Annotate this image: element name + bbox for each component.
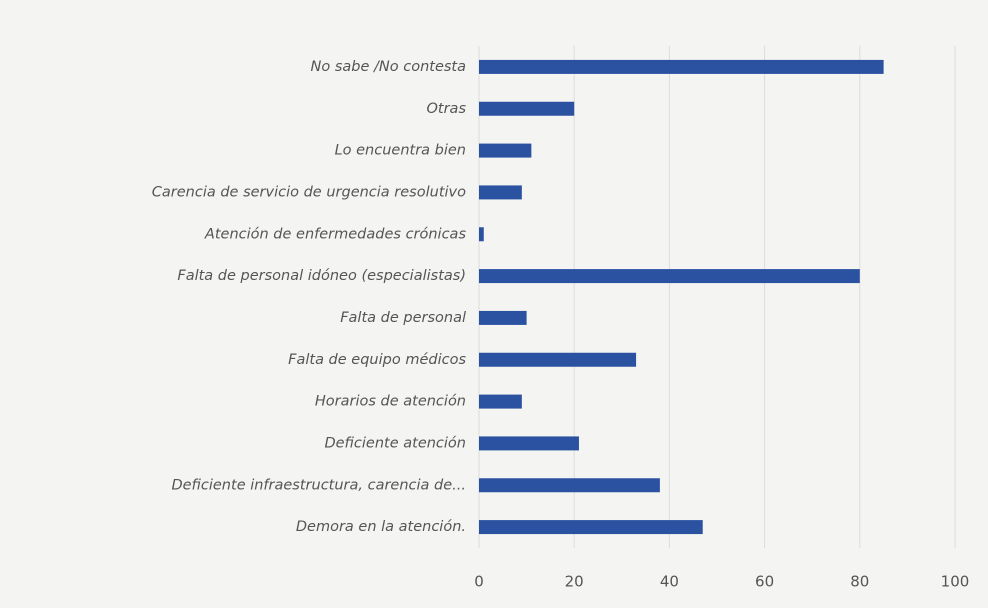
y-tick-label: Deficiente infraestructura, carencia de.… [171,477,466,493]
bar [479,520,703,535]
y-tick-label: Atención de enfermedades crónicas [204,226,467,242]
y-tick-label: Lo encuentra bien [335,143,466,159]
y-tick-label: Deficiente atención [324,435,466,451]
x-tick-label: 80 [850,573,869,591]
y-tick-label: Otras [427,101,467,117]
bar [479,352,637,367]
bar [479,436,579,451]
x-tick-label: 100 [941,573,970,591]
x-tick-label: 60 [755,573,774,591]
y-tick-label: Demora en la atención. [296,519,466,535]
y-tick-label: Falta de equipo médicos [288,352,466,368]
bar [479,269,860,284]
bar [479,101,575,116]
y-tick-label: Falta de personal [340,310,466,326]
y-tick-label: No sabe /No contesta [311,59,466,75]
bar [479,478,660,493]
y-tick-label: Horarios de atención [315,394,466,410]
bar [479,59,884,74]
bar [479,310,527,325]
y-tick-label: Carencia de servicio de urgencia resolut… [152,184,466,200]
x-tick-label: 0 [474,573,484,591]
bar [479,185,522,200]
bar [479,394,522,409]
x-tick-label: 40 [660,573,679,591]
bar [479,143,532,158]
y-tick-label: Falta de personal idóneo (especialistas) [177,268,466,284]
bar [479,227,484,242]
x-tick-label: 20 [565,573,584,591]
